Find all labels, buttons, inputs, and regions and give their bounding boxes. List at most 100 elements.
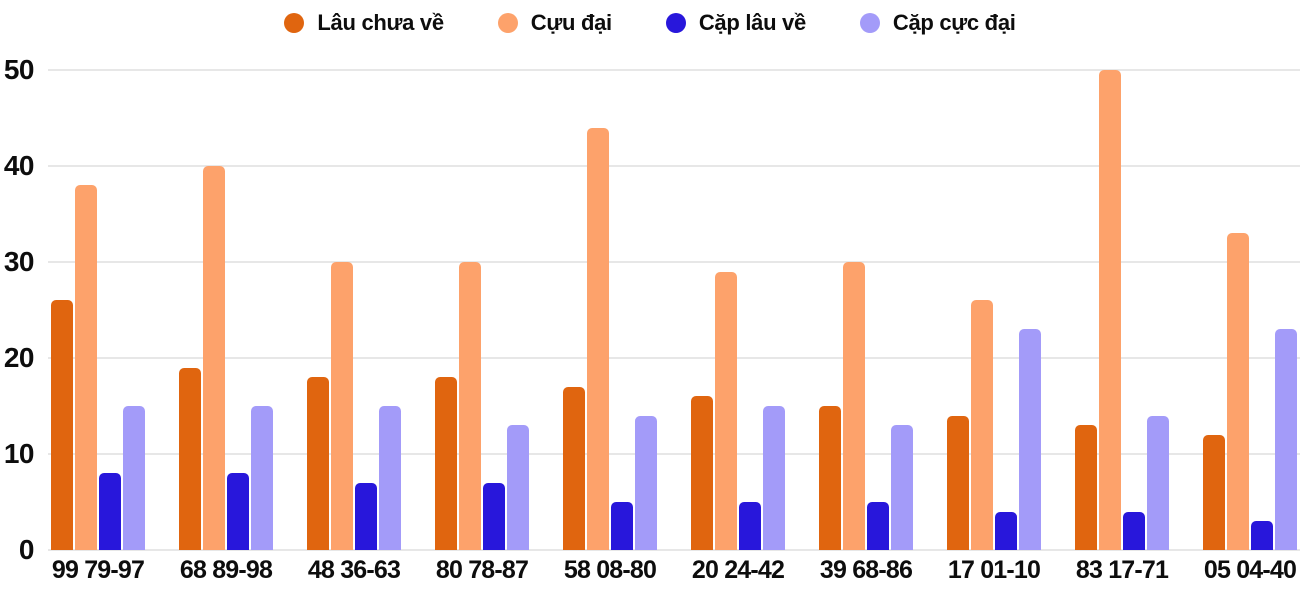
- bar: [1075, 425, 1097, 550]
- bar: [75, 185, 97, 550]
- bar: [891, 425, 913, 550]
- x-axis-category-label: 17 01-10: [947, 554, 1041, 587]
- bar: [971, 300, 993, 550]
- bar-group: [435, 70, 529, 550]
- legend-label: Cựu đại: [530, 10, 612, 35]
- x-axis-category-text: 99 79-97: [51, 556, 145, 584]
- bar: [843, 262, 865, 550]
- x-axis-category-text: 20 24-42: [691, 556, 785, 584]
- bar: [331, 262, 353, 550]
- bar: [739, 502, 761, 550]
- y-axis-tick-label: 50: [3, 54, 35, 85]
- x-axis-category-text: 17 01-10: [947, 556, 1041, 584]
- gridline: [48, 165, 1300, 167]
- x-axis-category-text: 58 08-80: [563, 556, 657, 584]
- x-axis-category-label: 39 68-86: [819, 554, 913, 587]
- legend-label: Cặp lâu về: [698, 10, 806, 35]
- bar-group: [1203, 70, 1297, 550]
- legend-label: Lâu chưa về: [317, 10, 444, 35]
- y-axis-tick-label: 10: [3, 438, 35, 469]
- bar-group: [819, 70, 913, 550]
- x-axis-category-text: 48 36-63: [307, 556, 401, 584]
- bar: [611, 502, 633, 550]
- gridline: [48, 69, 1300, 71]
- bar: [51, 300, 73, 550]
- y-axis-tick-label: 30: [3, 246, 35, 277]
- x-axis-category-label: 48 36-63: [307, 554, 401, 587]
- x-axis-category-text: 80 78-87: [435, 556, 529, 584]
- bar: [251, 406, 273, 550]
- bar-group: [563, 70, 657, 550]
- bar: [819, 406, 841, 550]
- plot-area: [48, 69, 1300, 551]
- gridline: [48, 453, 1300, 455]
- bar: [715, 271, 737, 550]
- bar: [507, 425, 529, 550]
- bar: [1251, 521, 1273, 550]
- bar-group: [691, 70, 785, 550]
- x-axis: 99 79-97 68 89-98 48 36-63 80 78-87 58 08-80…: [48, 554, 1300, 587]
- bar-group: [1075, 70, 1169, 550]
- bar: [995, 511, 1017, 550]
- y-axis-tick-label: 20: [3, 342, 35, 373]
- bar: [179, 367, 201, 550]
- x-axis-category-label: 05 04-40: [1203, 554, 1297, 587]
- bar: [203, 166, 225, 550]
- bar: [459, 262, 481, 550]
- x-axis-category-label: 68 89-98: [179, 554, 273, 587]
- x-axis-category-text: 05 04-40: [1203, 556, 1297, 584]
- legend-marker-circle-icon: [859, 13, 880, 33]
- bar: [123, 406, 145, 550]
- bar-groups: [48, 70, 1300, 550]
- bar: [691, 396, 713, 550]
- legend: Lâu chưa về Cựu đại Cặp lâu về Cặp cực đại: [0, 0, 1300, 46]
- legend-marker-circle-icon: [284, 13, 305, 33]
- legend-marker-circle-icon: [497, 13, 518, 33]
- bar: [1275, 329, 1297, 550]
- gridline: [48, 261, 1300, 263]
- bar: [763, 406, 785, 550]
- bar: [227, 473, 249, 550]
- x-axis-category-label: 20 24-42: [691, 554, 785, 587]
- bar: [947, 415, 969, 550]
- x-axis-category-text: 39 68-86: [819, 556, 913, 584]
- bar-group: [307, 70, 401, 550]
- legend-item: Cặp lâu về: [665, 10, 806, 36]
- bar: [1147, 415, 1169, 550]
- y-axis-tick-label: 0: [18, 534, 35, 565]
- bar: [379, 406, 401, 550]
- x-axis-category-label: 83 17-71: [1075, 554, 1169, 587]
- x-axis-category-text: 68 89-98: [179, 556, 273, 584]
- gridline: [48, 357, 1300, 359]
- bar: [307, 377, 329, 550]
- bar: [563, 386, 585, 550]
- bar: [1099, 70, 1121, 550]
- bar-group: [51, 70, 145, 550]
- bar: [483, 482, 505, 550]
- bar: [1019, 329, 1041, 550]
- legend-item: Cặp cực đại: [859, 10, 1016, 36]
- y-axis: 0 10 20 30 40 50: [0, 56, 35, 564]
- bar: [1203, 434, 1225, 550]
- bar-group: [179, 70, 273, 550]
- x-axis-category-label: 58 08-80: [563, 554, 657, 587]
- bar: [635, 415, 657, 550]
- legend-item: Lâu chưa về: [284, 10, 444, 36]
- x-axis-category-label: 99 79-97: [51, 554, 145, 587]
- bar: [99, 473, 121, 550]
- y-axis-tick-label: 40: [3, 150, 35, 181]
- x-axis-category-text: 83 17-71: [1075, 556, 1169, 584]
- bar: [435, 377, 457, 550]
- bar: [355, 482, 377, 550]
- legend-marker-circle-icon: [665, 13, 686, 33]
- gridline: [48, 549, 1300, 551]
- legend-item: Cựu đại: [497, 10, 612, 36]
- bar-group: [947, 70, 1041, 550]
- bar: [867, 502, 889, 550]
- bar: [1227, 233, 1249, 550]
- legend-label: Cặp cực đại: [892, 10, 1016, 35]
- bar: [1123, 511, 1145, 550]
- bar: [587, 127, 609, 550]
- x-axis-category-label: 80 78-87: [435, 554, 529, 587]
